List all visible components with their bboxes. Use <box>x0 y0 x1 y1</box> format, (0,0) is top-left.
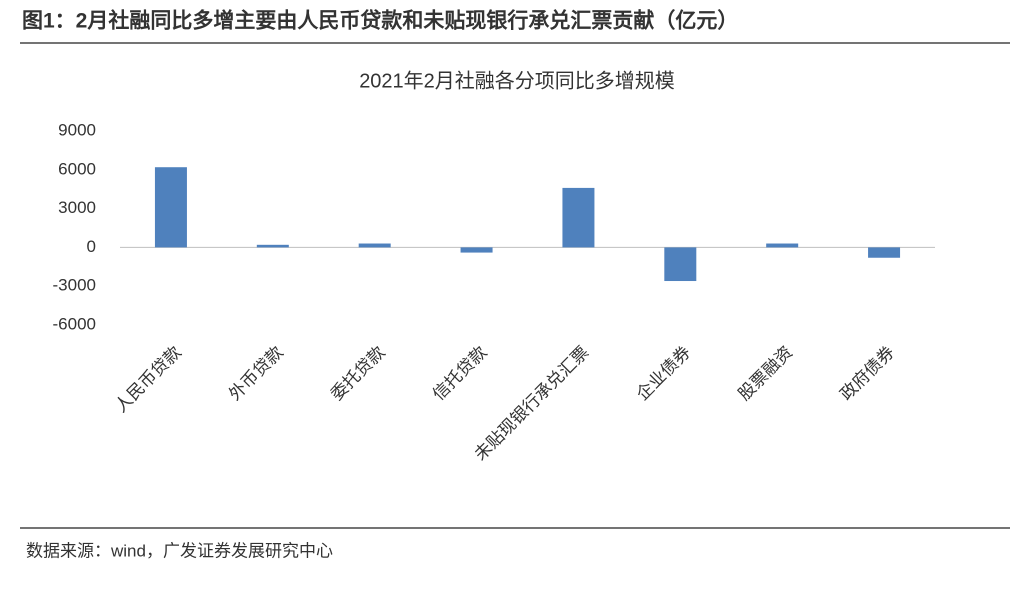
x-tick-label: 股票融资 <box>735 343 797 405</box>
bar <box>154 167 187 248</box>
y-tick-label: 6000 <box>58 159 96 178</box>
chart-title: 2021年2月社融各分项同比多增规模 <box>359 69 675 92</box>
bar <box>460 247 493 253</box>
y-tick-label: 9000 <box>58 120 96 139</box>
x-tick-label: 政府债券 <box>837 343 899 405</box>
y-tick-label: 3000 <box>58 198 96 217</box>
y-tick-label: 0 <box>87 237 96 256</box>
x-tick-label: 人民币贷款 <box>111 343 185 417</box>
x-tick-label: 外币贷款 <box>225 343 287 405</box>
x-tick-label: 信托贷款 <box>429 343 491 405</box>
y-tick-label: -6000 <box>53 314 96 333</box>
bar <box>664 247 697 282</box>
bar <box>868 247 901 258</box>
bar <box>766 243 799 248</box>
figure-title: 图1：2月社融同比多增主要由人民币贷款和未贴现银行承兑汇票贡献（亿元） <box>22 9 738 33</box>
x-tick-label: 未贴现银行承兑汇票 <box>471 343 593 465</box>
source-note: 数据来源：wind，广发证券发展研究中心 <box>26 541 333 560</box>
bar <box>562 187 595 248</box>
y-tick-label: -3000 <box>53 276 96 295</box>
x-tick-label: 委托贷款 <box>327 343 389 405</box>
x-tick-label: 企业债券 <box>633 343 695 405</box>
bar <box>358 243 391 248</box>
bar <box>256 244 289 248</box>
